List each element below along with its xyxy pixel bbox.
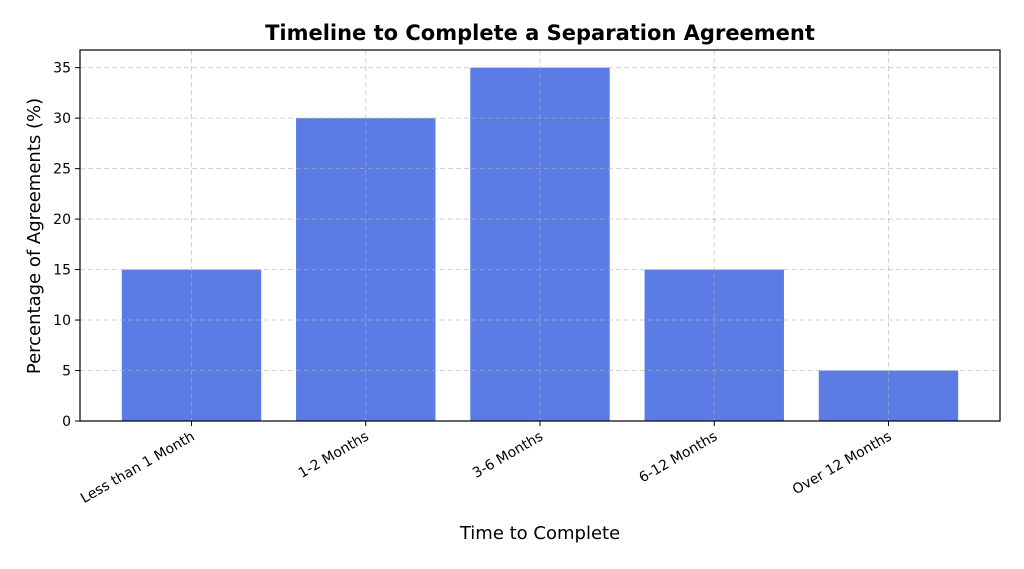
y-tick-label: 20	[53, 212, 71, 228]
y-tick-label: 30	[53, 111, 71, 127]
y-tick-label: 0	[62, 414, 71, 430]
y-axis-label: Percentage of Agreements (%)	[24, 98, 45, 374]
x-tick-label: Less than 1 Month	[78, 429, 197, 507]
y-tick-label: 15	[53, 263, 71, 279]
x-axis-label: Time to Complete	[459, 523, 620, 544]
y-tick-label: 10	[53, 313, 71, 329]
plot-frame	[79, 49, 1001, 422]
y-tick-label: 25	[53, 162, 71, 178]
chart-title: Timeline to Complete a Separation Agreem…	[265, 21, 815, 45]
x-tick-label: Over 12 Months	[790, 429, 895, 499]
y-tick-label: 35	[53, 61, 71, 77]
x-tick-label: 3-6 Months	[470, 429, 546, 482]
y-tick-label: 5	[62, 364, 71, 380]
x-tick-label: 1-2 Months	[296, 429, 372, 482]
x-tick-label: 6-12 Months	[637, 429, 721, 487]
